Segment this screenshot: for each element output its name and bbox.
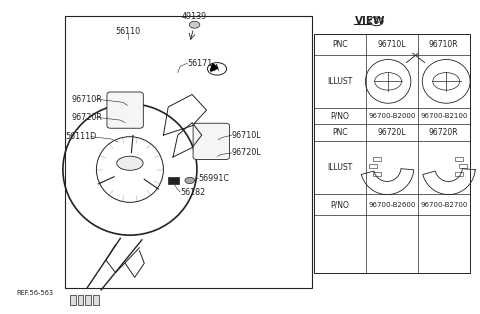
Text: PNC: PNC: [332, 128, 348, 137]
Text: P/NO: P/NO: [331, 111, 349, 121]
Text: 96720R: 96720R: [72, 113, 102, 122]
FancyBboxPatch shape: [107, 92, 144, 128]
Bar: [85, 295, 91, 306]
Bar: [373, 157, 381, 160]
Text: 96720L: 96720L: [232, 149, 262, 157]
Text: A: A: [215, 64, 220, 73]
Text: 96710L: 96710L: [378, 40, 406, 49]
Text: 49139: 49139: [182, 12, 207, 21]
Text: 56991C: 56991C: [198, 174, 229, 183]
Text: 96710L: 96710L: [232, 131, 262, 140]
Bar: [369, 164, 377, 168]
Text: REF.56-563: REF.56-563: [17, 290, 54, 296]
Text: 96700-B2600: 96700-B2600: [368, 202, 416, 208]
Text: ILLUST: ILLUST: [327, 77, 353, 86]
Text: ILLUST: ILLUST: [327, 163, 353, 172]
Circle shape: [189, 21, 200, 28]
Text: P/NO: P/NO: [331, 200, 349, 209]
Circle shape: [185, 177, 194, 184]
Ellipse shape: [117, 156, 143, 170]
Text: VIEW: VIEW: [355, 16, 385, 26]
Bar: [168, 177, 179, 184]
Text: A: A: [374, 18, 379, 24]
Bar: [65, 16, 312, 288]
Text: 56182: 56182: [180, 187, 205, 197]
Bar: [459, 164, 467, 168]
FancyBboxPatch shape: [193, 123, 229, 160]
Bar: [93, 295, 99, 306]
Text: 96710R: 96710R: [429, 40, 458, 49]
Bar: [456, 157, 463, 160]
Bar: [314, 34, 470, 273]
Text: 96710R: 96710R: [72, 95, 102, 104]
Text: 96720R: 96720R: [429, 128, 458, 137]
Bar: [373, 172, 381, 176]
Text: 96700-B2100: 96700-B2100: [420, 113, 468, 119]
Text: 56171: 56171: [187, 59, 213, 68]
Text: 56110: 56110: [115, 27, 140, 36]
Text: PNC: PNC: [332, 40, 348, 49]
Text: 96720L: 96720L: [378, 128, 406, 137]
Text: 56111D: 56111D: [66, 132, 97, 141]
Text: 96700-B2700: 96700-B2700: [420, 202, 468, 208]
Bar: [456, 172, 463, 176]
Bar: [70, 295, 76, 306]
Bar: [78, 295, 84, 306]
Text: 96700-B2000: 96700-B2000: [368, 113, 416, 119]
